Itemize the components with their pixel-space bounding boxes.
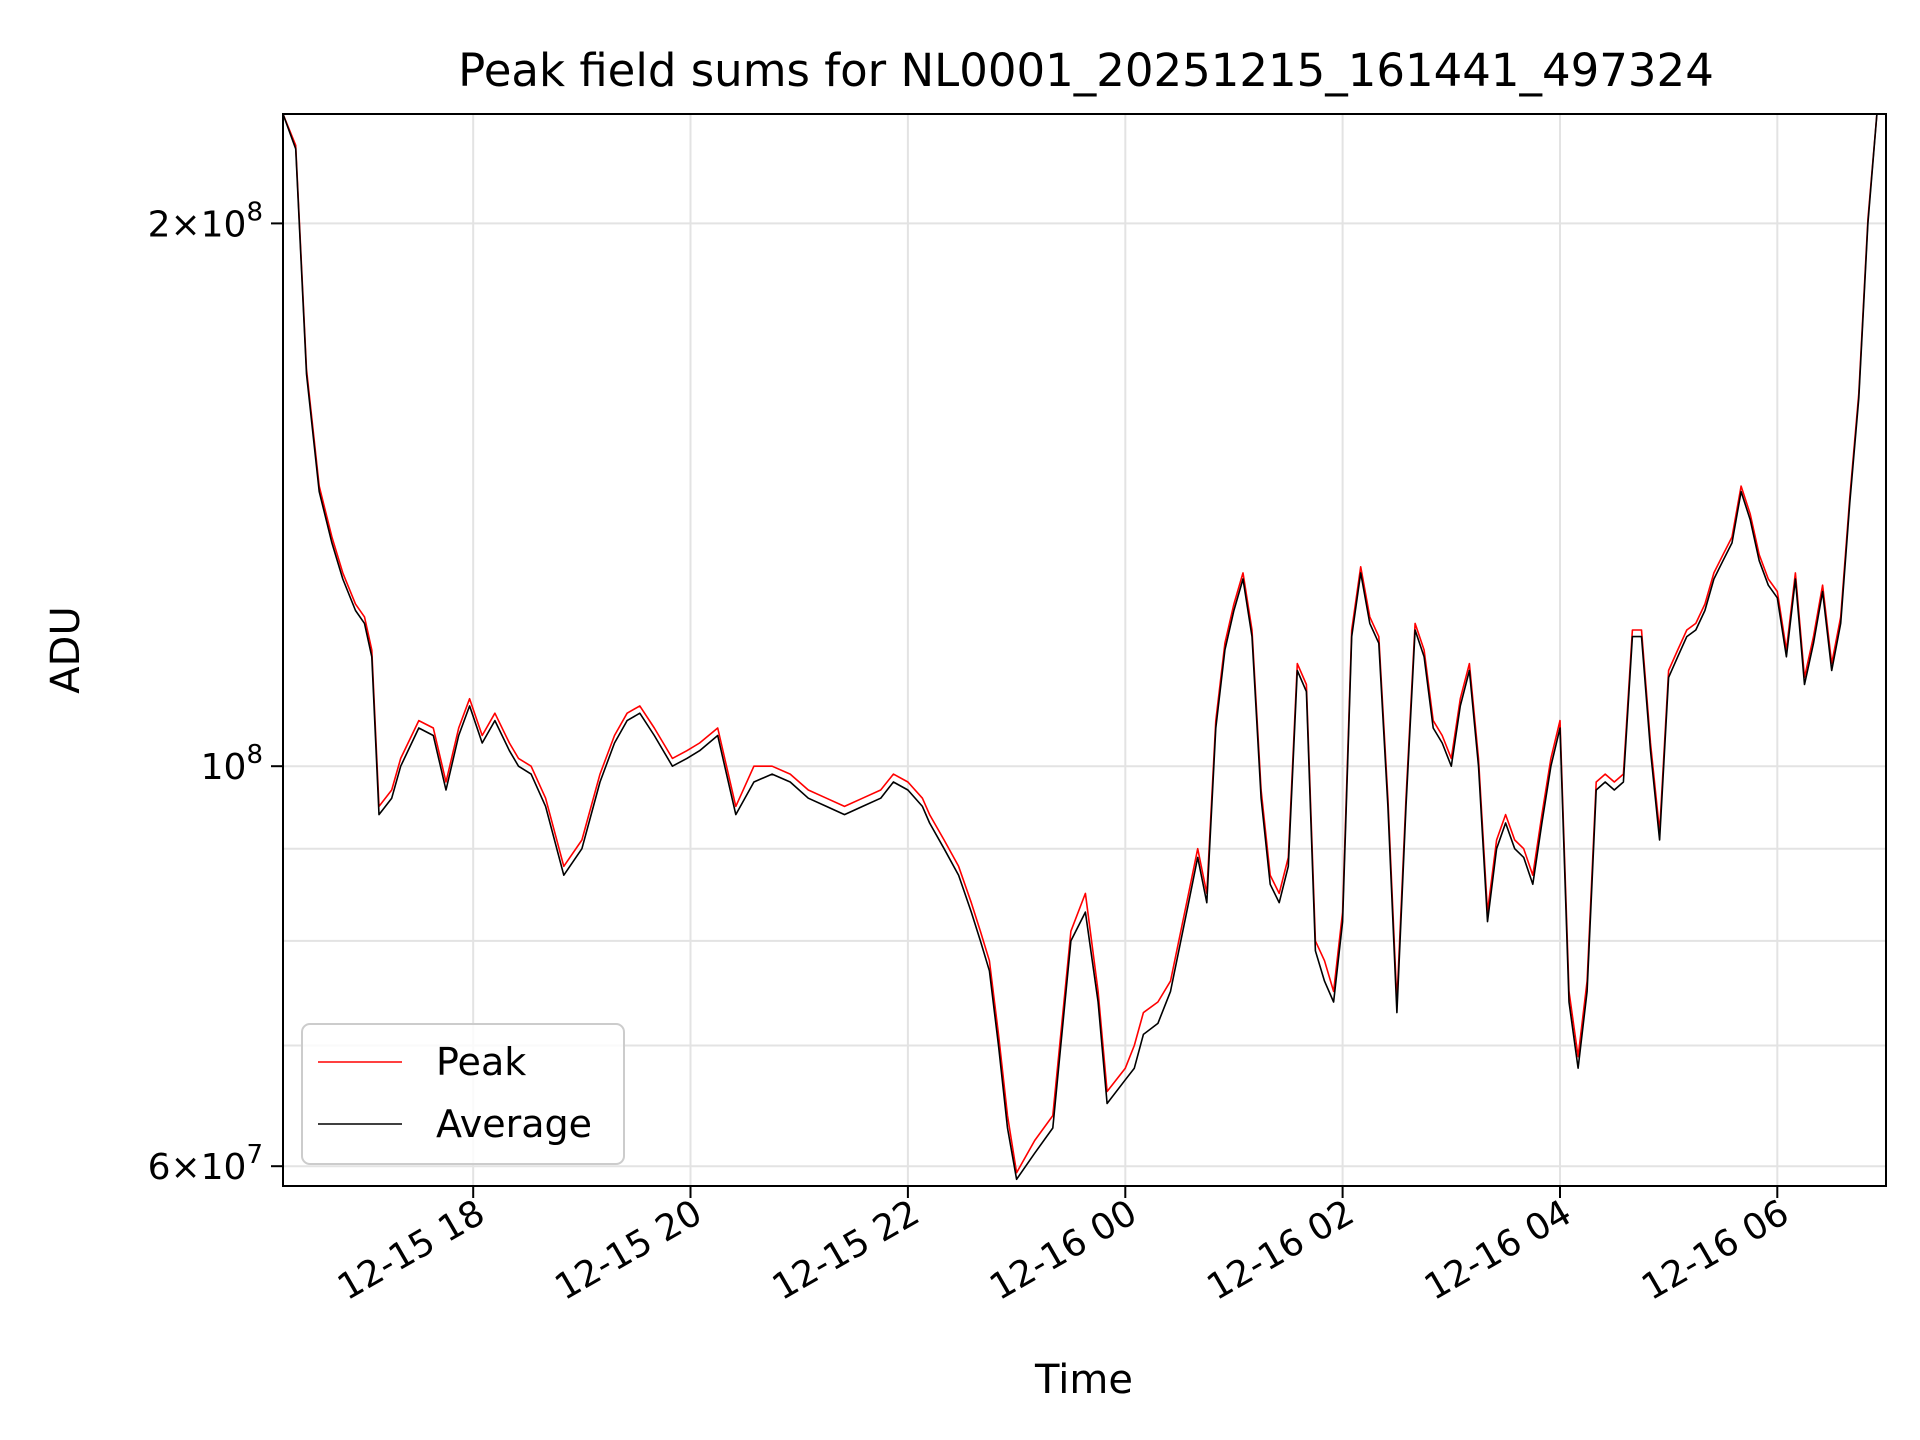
chart-title: Peak field sums for NL0001_20251215_1614…	[458, 44, 1714, 97]
series-layer	[282, 113, 1878, 1181]
y-tick-label-1: 108	[201, 740, 263, 788]
plot-frame	[282, 113, 1887, 1187]
series-line-average	[282, 113, 1878, 1181]
y-axis-ticks: 6×107 108 2×108	[148, 197, 283, 1188]
y-tick-label-2: 2×108	[148, 197, 263, 245]
x-axis-label: Time	[1034, 1357, 1133, 1403]
legend-label-peak: Peak	[436, 1040, 526, 1084]
legend-label-average: Average	[436, 1102, 592, 1146]
legend-box	[301, 1023, 625, 1165]
y-axis-label: ADU	[43, 606, 89, 693]
y-tick-label-0: 6×107	[148, 1140, 263, 1188]
legend: Peak Average	[301, 1023, 625, 1165]
